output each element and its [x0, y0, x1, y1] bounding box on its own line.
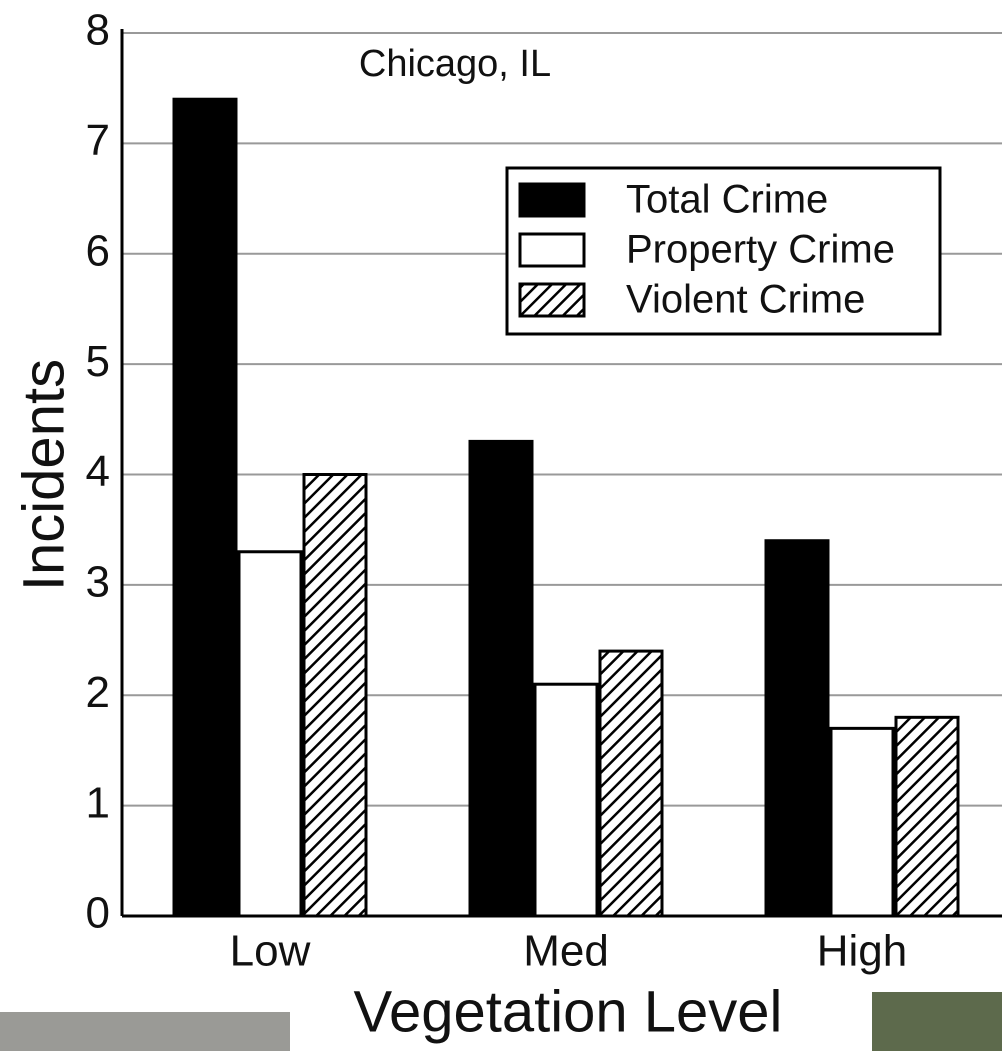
x-tick-label: High — [817, 927, 908, 976]
bar — [237, 550, 303, 918]
y-tick-label: 6 — [86, 226, 110, 275]
bar — [302, 473, 368, 918]
photo-left — [0, 1012, 290, 1051]
legend-label: Violent Crime — [626, 278, 865, 322]
x-axis-label: Vegetation Level — [354, 979, 783, 1044]
y-tick-label: 3 — [86, 558, 110, 607]
photo-right — [872, 992, 1002, 1051]
y-tick-label: 4 — [86, 447, 110, 496]
annotation: Chicago, IL — [359, 43, 551, 85]
bar — [894, 715, 960, 918]
y-tick-label: 5 — [86, 337, 110, 386]
y-tick-label: 7 — [86, 116, 110, 165]
legend-label: Property Crime — [626, 228, 895, 272]
bar — [172, 97, 238, 918]
legend-swatch — [518, 282, 586, 318]
bar — [829, 726, 895, 918]
x-tick-label: Low — [230, 927, 311, 976]
bar — [598, 649, 664, 918]
bar — [468, 439, 534, 918]
legend-label: Total Crime — [626, 178, 828, 222]
legend-swatch — [518, 182, 586, 218]
y-tick-label: 0 — [86, 889, 110, 938]
x-tick-label: Med — [523, 927, 609, 976]
bar — [764, 539, 830, 918]
y-axis-label: Incidents — [11, 359, 76, 591]
y-tick-label: 8 — [86, 6, 110, 55]
bar — [533, 682, 599, 918]
legend-swatch — [518, 232, 586, 268]
y-tick-label: 2 — [86, 668, 110, 717]
y-tick-label: 1 — [86, 778, 110, 827]
